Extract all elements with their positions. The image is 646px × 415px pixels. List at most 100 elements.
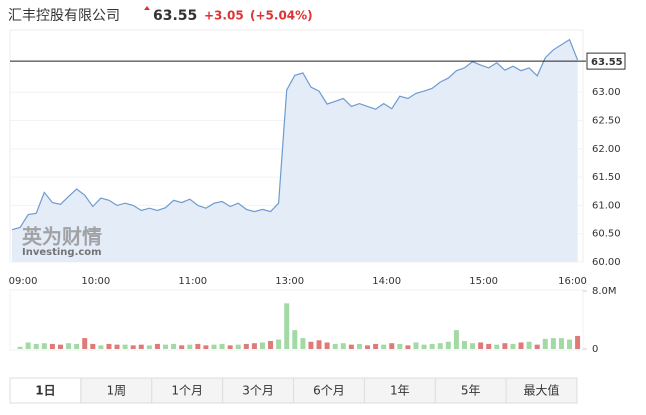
volume-bar [316,340,322,349]
volume-bar [381,344,387,349]
volume-bar [284,303,290,349]
volume-bar [486,343,492,349]
change: +3.05 [204,9,244,23]
x-tick-label: 10:00 [81,276,110,287]
volume-bar [25,342,31,349]
volume-bar [453,330,459,349]
volume-bar [268,341,274,349]
volume-bar [57,344,63,349]
volume-bar [534,344,540,349]
x-tick-label: 13:00 [275,276,304,287]
change-pct: (+5.04%) [250,9,313,23]
volume-bar [179,345,185,349]
volume-bar [17,346,23,349]
volume-bar [348,344,354,349]
volume-bar [470,343,476,349]
stock-name: 汇丰控股有限公司 [8,8,120,24]
tab[interactable]: 1周 [106,384,126,398]
volume-bar [461,341,467,349]
volume-bar [122,344,128,349]
volume-bar [33,343,39,349]
y-tick-label: 0 [592,344,598,355]
volume-bar [98,345,104,349]
volume-bar [82,338,88,349]
volume-bar [171,343,177,349]
volume-bar [235,344,241,349]
volume-bar [219,343,225,349]
tab[interactable]: 1日 [35,384,55,398]
volume-bar [243,343,249,349]
volume-bar [413,342,419,349]
volume-bar [292,330,298,349]
y-tick-label: 63.00 [592,87,621,98]
volume-bar [421,344,427,349]
y-tick-label: 62.00 [592,144,621,155]
tab[interactable]: 3个月 [242,384,274,398]
volume-bar [251,343,257,349]
volume-bar [567,339,573,349]
x-tick-label: 09:00 [9,276,38,287]
tab[interactable]: 1个月 [171,384,203,398]
y-tick-label: 61.00 [592,200,621,211]
volume-bar [365,345,371,349]
volume-bar [66,343,72,349]
volume-bar [114,344,120,349]
volume-bar [478,342,484,349]
tab[interactable]: 5年 [461,384,481,398]
up-arrow [144,6,150,10]
price: 63.55 [153,8,197,24]
volume-bar [575,335,581,349]
volume-bar [203,345,209,349]
volume-bar [429,343,435,349]
volume-bar [550,338,556,349]
y-tick-label: 8.0M [592,286,617,297]
price-area [12,39,578,262]
y-tick-label: 60.00 [592,257,621,268]
volume-bar [74,343,80,349]
x-tick-label: 15:00 [469,276,498,287]
volume-bar [211,344,217,349]
volume-bar [526,341,532,349]
volume-bar [542,338,548,349]
volume-bar [332,343,338,349]
x-tick-label: 11:00 [178,276,207,287]
volume-bar [389,343,395,349]
volume-bar [154,343,160,349]
volume-bar [195,343,201,349]
volume-bar [510,343,516,349]
volume-bar [502,343,508,349]
volume-bar [437,343,443,349]
tab[interactable]: 6个月 [313,384,345,398]
watermark: 英为财情 [22,225,102,249]
x-tick-label: 14:00 [372,276,401,287]
y-tick-label: 62.50 [592,116,621,127]
tab[interactable]: 最大值 [524,383,560,398]
tab[interactable]: 1年 [390,384,410,398]
volume-bar [558,338,564,349]
volume-bar [324,342,330,349]
volume-bar [518,342,524,349]
volume-bar [49,343,55,349]
volume-bar [259,342,265,349]
volume-bar [300,338,306,349]
volume-bar [340,343,346,349]
volume-bar [227,345,233,349]
volume-bar [356,343,362,349]
volume-bar [308,341,314,349]
volume-frame [9,289,584,351]
y-tick-label: 60.50 [592,229,621,240]
price-line [11,38,579,231]
volume-bar [106,343,112,349]
last-price-box [586,52,626,70]
volume-bar [138,344,144,349]
volume-bar [146,345,152,349]
tab-selected [9,377,82,404]
volume-bar [373,343,379,349]
volume-bar [397,343,403,349]
y-tick-label: 61.50 [592,172,621,183]
last-price-label: 63.55 [591,57,623,68]
volume-bar [130,345,136,349]
volume-bar [187,344,193,349]
x-tick-label: 16:00 [558,276,587,287]
